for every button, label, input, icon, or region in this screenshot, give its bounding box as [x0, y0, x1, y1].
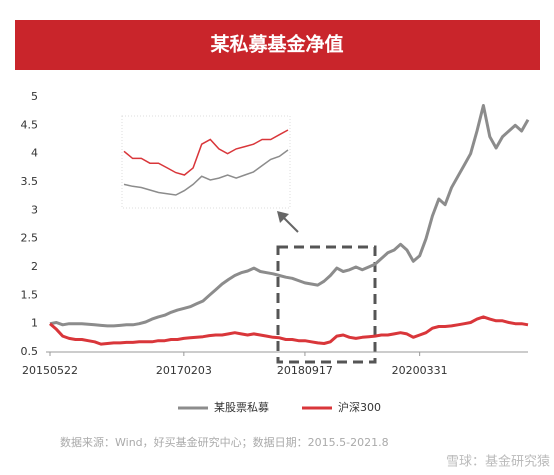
x-tick-label: 20170203: [156, 364, 212, 377]
title-banner: [15, 20, 540, 70]
source-note: 数据来源：Wind，好买基金研究中心；数据日期：2015.5-2021.8: [60, 435, 389, 449]
legend-label: 沪深300: [338, 400, 381, 414]
watermark: 雪球：基金研究猿: [446, 454, 550, 470]
y-tick-label: 2: [31, 260, 38, 273]
y-tick-label: 4.5: [21, 118, 39, 131]
arrow: [281, 215, 299, 233]
series-line: [49, 104, 530, 328]
inset-frame: [121, 115, 291, 209]
y-tick-label: 3: [31, 203, 38, 216]
zoom-box: [276, 245, 377, 364]
series-line: [49, 315, 529, 346]
x-tick-label: 20200331: [392, 364, 448, 377]
arrow-head: [277, 211, 289, 223]
legend-label: 某股票私募: [214, 401, 269, 414]
inset-line: [123, 129, 289, 176]
y-tick-label: 1.5: [21, 288, 39, 301]
y-tick-label: 4: [31, 147, 38, 160]
chart-title: 某私募基金净值: [210, 33, 343, 56]
x-tick-label: 20150522: [22, 364, 78, 377]
y-tick-label: 3.5: [21, 175, 39, 188]
x-tick-label: 20180917: [277, 364, 333, 377]
y-tick-label: 5: [31, 90, 38, 103]
y-tick-label: 2.5: [21, 232, 39, 245]
y-tick-label: 0.5: [21, 345, 39, 358]
inset-line: [123, 149, 289, 196]
y-tick-label: 1: [31, 317, 38, 330]
